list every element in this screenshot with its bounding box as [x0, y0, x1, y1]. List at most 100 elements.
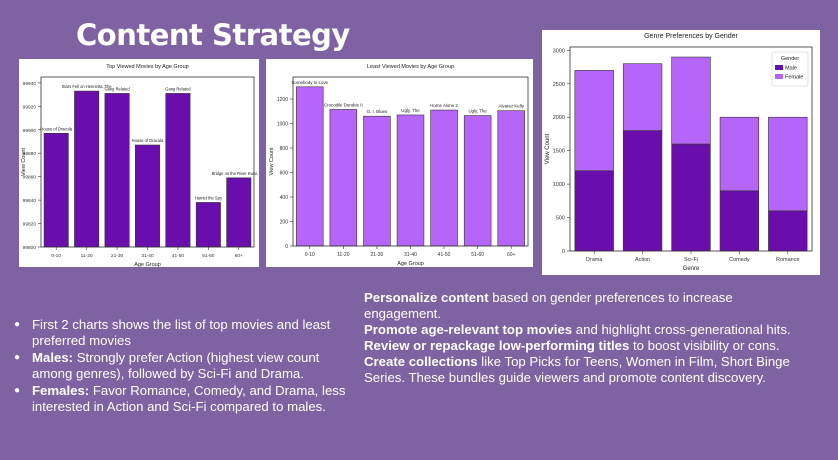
x-tick-label: 41-50 — [172, 253, 185, 259]
insight-item: Males: Strongly prefer Action (highest v… — [14, 350, 354, 382]
x-tick-label: 21-30 — [111, 253, 124, 259]
bar-label: Ugly, The — [468, 109, 487, 114]
y-tick-label: 99860 — [23, 175, 37, 181]
x-tick-label: Sci-Fi — [684, 257, 698, 263]
bar-male — [768, 210, 808, 252]
y-tick-label: 1500 — [553, 149, 565, 155]
x-tick-label: 51-60 — [202, 253, 215, 259]
bar-male — [622, 130, 663, 252]
bar-label: G. I. Blues — [367, 109, 388, 114]
x-tick-label: 21-30 — [371, 252, 384, 258]
action-item: Personalize content based on gender pref… — [364, 290, 733, 321]
y-tick-label: 99880 — [23, 151, 37, 157]
bar-label: Home Alone 2 — [430, 103, 458, 108]
x-tick-label: 41-50 — [438, 252, 451, 258]
y-tick-label: 2500 — [553, 82, 565, 88]
bar — [104, 93, 130, 248]
x-axis-label: Genre — [683, 266, 700, 272]
legend-entry: Female — [785, 75, 803, 81]
bar-label: Bridge on the River Kwai, The — [212, 171, 259, 176]
x-tick-label: 11-20 — [81, 253, 93, 259]
y-tick-label: 600 — [280, 171, 289, 177]
bar-female — [622, 63, 663, 131]
action-item: Review or repackage low-performing title… — [364, 338, 780, 353]
y-axis-label: View Count — [21, 148, 27, 176]
y-tick-label: 0 — [285, 244, 288, 250]
bar-female — [671, 56, 711, 145]
y-tick-label: 99800 — [23, 245, 37, 251]
x-tick-label: 31-40 — [141, 253, 154, 259]
x-axis-label: Age Group — [134, 262, 161, 267]
bar — [74, 90, 100, 248]
bar — [329, 109, 358, 247]
chart-title: Least Viewed Movies by Age Group — [367, 64, 454, 70]
legend-title: Gender — [781, 56, 800, 62]
top-viewed-chart-panel: Top Viewed Movies by Age Group 99800 99820… — [19, 59, 259, 267]
x-axis-label: Age Group — [397, 261, 424, 267]
bar-female — [768, 116, 808, 212]
genre-preference-chart-panel: Genre Preferences by Gender 0 500 1000 1500 2… — [542, 30, 820, 275]
bar-label: Somebody to Love — [291, 80, 328, 85]
y-tick-label: 3000 — [553, 48, 565, 54]
x-tick-label: Action — [635, 257, 650, 263]
bar — [135, 144, 160, 248]
bar-label: Crocodile Dundee II — [324, 102, 363, 107]
plot-frame — [292, 76, 529, 247]
insight-item: First 2 charts shows the list of top mov… — [14, 317, 354, 349]
y-axis-label: View Count — [545, 133, 551, 164]
x-tick-label: 11-20 — [337, 252, 350, 258]
y-tick-label: 99920 — [23, 104, 37, 110]
plot-frame — [40, 76, 255, 248]
bar — [43, 132, 69, 248]
bar-label: House of Dracula — [40, 126, 72, 131]
page-title: Content Strategy — [76, 18, 350, 52]
y-tick-label: 99900 — [23, 128, 37, 134]
x-tick-label: 0-10 — [305, 252, 315, 258]
y-tick-label: 99840 — [23, 198, 37, 204]
plot-frame — [569, 46, 813, 252]
x-tick-label: 51-60 — [471, 252, 484, 258]
least-viewed-chart-panel: Least Viewed Movies by Age Group 0 200 400 6… — [266, 59, 533, 267]
bar-male — [574, 170, 614, 252]
bar-female — [719, 116, 760, 192]
action-item: Promote age-relevant top movies and high… — [364, 322, 791, 337]
y-tick-label: 99820 — [23, 222, 37, 228]
bar — [430, 109, 458, 247]
bar-label: House of Dracula — [132, 138, 164, 143]
least-viewed-chart: Least Viewed Movies by Age Group 0 200 400 6… — [269, 64, 529, 267]
y-tick-label: 2000 — [553, 115, 565, 121]
y-tick-label: 1000 — [553, 182, 565, 188]
genre-preference-chart: Genre Preferences by Gender 0 500 1000 1500 2… — [545, 33, 813, 272]
bar-male — [719, 190, 760, 252]
y-tick-label: 1000 — [277, 122, 288, 128]
insight-item: Females: Favor Romance, Comedy, and Dram… — [14, 383, 354, 415]
y-tick-label: 800 — [280, 146, 289, 152]
actions-list: Personalize content based on gender pref… — [364, 290, 804, 386]
bar-label: Ugly, The — [401, 108, 420, 113]
y-tick-label: 1200 — [277, 97, 288, 103]
x-tick-label: 31-40 — [404, 252, 417, 258]
insights-list: First 2 charts shows the list of top mov… — [14, 317, 354, 416]
chart-title: Genre Preferences by Gender — [644, 33, 738, 40]
y-tick-label: 0 — [562, 249, 565, 255]
bar — [165, 93, 191, 248]
x-tick-label: 60+ — [507, 252, 516, 258]
bar — [463, 115, 492, 247]
y-tick-label: 500 — [556, 216, 565, 222]
y-tick-label: 99940 — [23, 81, 37, 87]
y-tick-label: 400 — [280, 195, 289, 201]
bar-male — [671, 143, 711, 252]
bar — [195, 202, 221, 248]
top-viewed-chart: Top Viewed Movies by Age Group 99800 99820… — [21, 64, 259, 267]
action-item: Create collections like Top Picks for Te… — [364, 354, 790, 385]
bar — [363, 115, 391, 247]
bar — [226, 177, 252, 248]
x-tick-label: 60+ — [235, 253, 243, 259]
bar-label: Gang Related — [104, 86, 130, 91]
x-tick-label: 0-10 — [51, 253, 61, 259]
legend-swatch — [775, 65, 783, 70]
bar-female — [574, 70, 614, 172]
y-tick-label: 200 — [280, 220, 289, 226]
x-tick-label: Romance — [776, 257, 800, 263]
bar — [296, 86, 324, 247]
